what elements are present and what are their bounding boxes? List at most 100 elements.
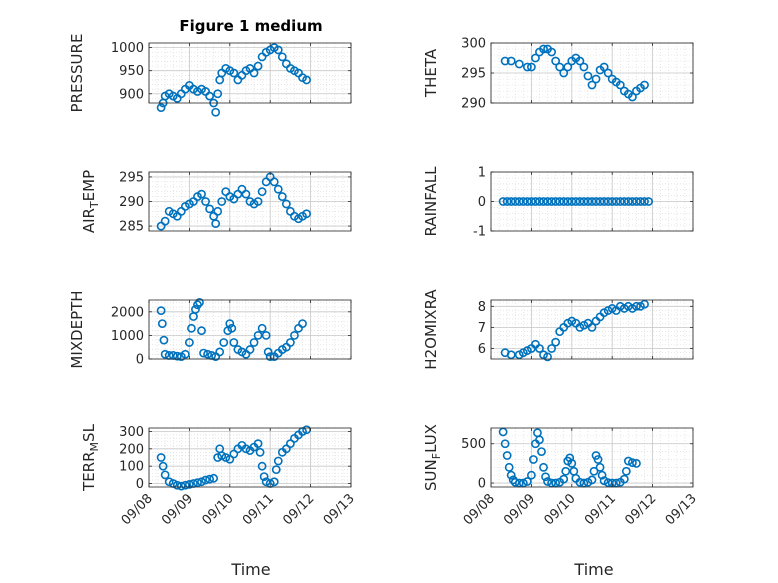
data-point <box>603 68 613 78</box>
subplot-3: 285 290 295 AIRTEMP <box>80 170 352 235</box>
y-tick-label: 295 <box>461 67 486 82</box>
y-axis-label-main: PRESSURE <box>68 34 86 113</box>
y-tick-label: 290 <box>461 97 486 112</box>
data-point <box>619 197 629 206</box>
x-tick-label: 09/09 <box>501 491 538 528</box>
data-point <box>257 323 267 333</box>
data-point <box>261 477 271 487</box>
data-point <box>193 478 202 488</box>
data-point <box>615 197 625 206</box>
x-tick-label: 09/12 <box>280 491 317 528</box>
data-point <box>255 447 265 457</box>
x-tick-label: 09/08 <box>119 491 156 528</box>
data-point <box>498 197 508 206</box>
data-point <box>157 319 167 328</box>
y-tick-label: 290 <box>119 195 144 210</box>
data-point <box>261 330 271 340</box>
data-point <box>219 338 229 347</box>
data-point <box>504 462 514 472</box>
data-point <box>158 461 168 471</box>
data-point <box>535 197 544 206</box>
data-point <box>180 480 190 490</box>
data-point <box>253 61 263 71</box>
data-point <box>644 197 653 206</box>
data-point <box>623 456 633 466</box>
data-point <box>640 299 649 309</box>
data-point <box>302 209 311 219</box>
data-point <box>527 62 536 72</box>
data-point <box>611 197 621 206</box>
x-tick-label: 09/11 <box>582 491 619 528</box>
data-point <box>619 474 629 484</box>
data-point <box>259 472 269 481</box>
data-point <box>172 480 182 490</box>
data-point <box>156 453 166 462</box>
y-tick-label: 500 <box>461 437 486 452</box>
data-point <box>257 461 267 471</box>
data-point <box>522 477 532 486</box>
data-point <box>265 352 275 362</box>
y-tick-label: 900 <box>119 87 144 102</box>
data-point <box>587 80 597 90</box>
subplot-1: 900 950 1000 PRESSURE <box>68 34 352 117</box>
data-point <box>587 322 597 332</box>
y-axis-label: RAINFALL <box>422 166 440 237</box>
data-point <box>640 197 649 206</box>
y-tick-label: 7 <box>478 321 486 336</box>
data-point <box>187 323 196 333</box>
data-point <box>559 197 569 206</box>
y-axis-label-main: H2OMIXRA <box>422 289 440 370</box>
y-tick-label: 285 <box>119 220 144 235</box>
data-point <box>543 197 552 206</box>
data-point <box>241 444 251 454</box>
data-point <box>205 204 214 214</box>
data-point <box>172 351 182 361</box>
data-point <box>640 80 649 90</box>
y-tick-label: 0 <box>136 353 144 368</box>
data-point <box>527 470 536 480</box>
data-point <box>591 74 601 84</box>
data-point <box>269 177 279 187</box>
x-tick-label: 09/10 <box>200 491 237 528</box>
data-point <box>587 197 597 206</box>
data-point <box>160 470 170 480</box>
y-tick-label: 6 <box>478 342 486 357</box>
data-point <box>500 56 510 66</box>
data-point <box>555 197 565 206</box>
y-axis-label-main: TERR <box>80 451 98 492</box>
data-point <box>575 477 585 487</box>
data-point <box>567 197 577 206</box>
data-point <box>273 45 283 55</box>
data-point <box>551 56 561 66</box>
data-point <box>599 197 609 206</box>
data-point <box>277 192 287 201</box>
y-tick-label: 950 <box>119 64 144 79</box>
data-point <box>213 206 223 216</box>
data-point <box>302 425 311 435</box>
y-axis-label: PRESSURE <box>68 34 86 113</box>
y-axis-label: H2OMIXRA <box>422 289 440 370</box>
data-point <box>253 197 263 206</box>
data-point <box>561 466 571 476</box>
data-point <box>249 68 259 78</box>
data-point <box>628 458 637 468</box>
data-point <box>197 189 206 199</box>
data-point <box>229 68 239 78</box>
data-point <box>510 477 520 487</box>
data-point <box>571 197 581 206</box>
data-point <box>559 68 569 78</box>
y-tick-label: 0 <box>478 195 486 210</box>
y-tick-label: 200 <box>119 442 144 457</box>
data-point <box>591 197 601 206</box>
data-point <box>531 53 540 63</box>
data-point <box>197 477 206 487</box>
data-point <box>201 197 210 206</box>
data-point <box>632 458 641 468</box>
y-axis-label-subscript: F <box>430 453 443 459</box>
data-point <box>273 184 283 194</box>
data-point <box>156 306 166 316</box>
y-axis-label: MIXDEPTH <box>68 290 86 368</box>
data-point <box>302 75 311 85</box>
data-point <box>502 197 512 206</box>
data-point <box>537 447 546 456</box>
